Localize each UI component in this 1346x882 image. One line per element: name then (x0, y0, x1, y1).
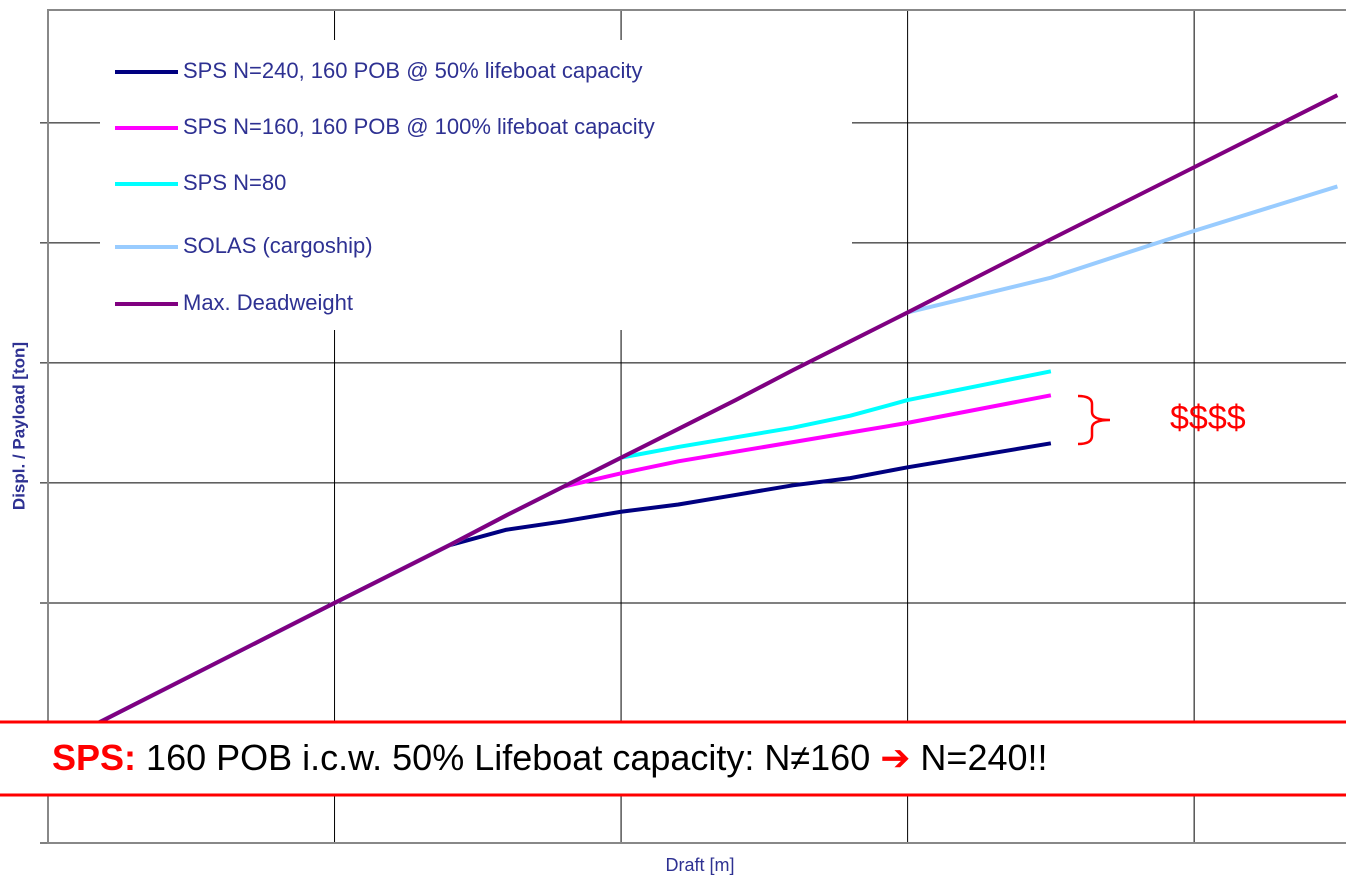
x-axis-label: Draft [m] (665, 855, 734, 875)
legend-label: SPS N=80 (183, 170, 286, 195)
banner-arrow: ➔ (880, 737, 910, 778)
lines (90, 93, 1339, 729)
legend-box (100, 40, 852, 330)
legend: SPS N=240, 160 POB @ 50% lifeboat capaci… (115, 58, 655, 315)
series-line (90, 393, 1052, 729)
plot-frame (47, 9, 1346, 844)
banner-end: N=240!! (920, 737, 1047, 778)
banner-box (0, 722, 1346, 795)
y-axis-label: Displ. / Payload [ton] (9, 342, 28, 510)
legend-label: Max. Deadweight (183, 290, 353, 315)
annotation: $$$$ (1170, 399, 1246, 437)
banner-label: SPS: (52, 737, 136, 778)
brace (1077, 394, 1111, 446)
legend-label: SOLAS (cargoship) (183, 233, 373, 258)
legend-label: SPS N=240, 160 POB @ 50% lifeboat capaci… (183, 58, 643, 83)
banner-main: 160 POB i.c.w. 50% Lifeboat capacity: N≠… (146, 737, 870, 778)
legend-label: SPS N=160, 160 POB @ 100% lifeboat capac… (183, 114, 655, 139)
series-line (90, 93, 1339, 729)
banner-text: SPS: 160 POB i.c.w. 50% Lifeboat capacit… (52, 737, 1048, 778)
